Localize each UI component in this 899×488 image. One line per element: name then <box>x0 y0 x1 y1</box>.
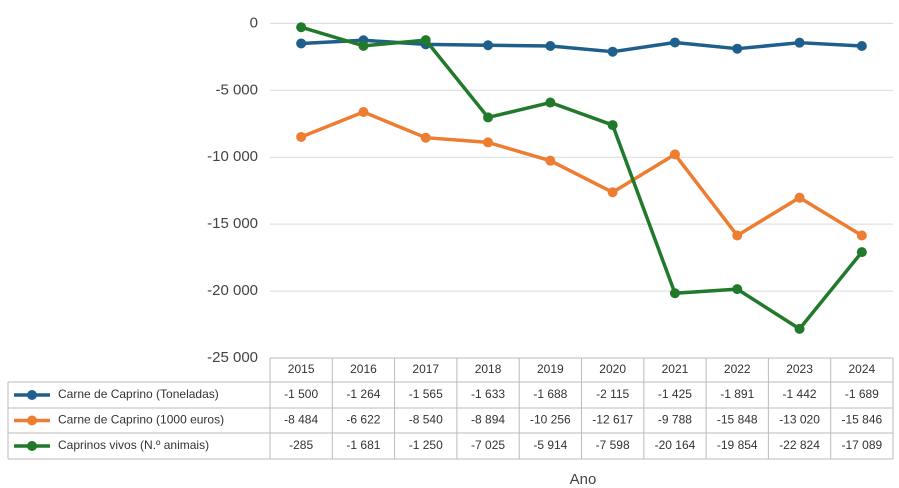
x-tick-label: 2018 <box>475 362 502 376</box>
series-line <box>300 110 863 238</box>
table-cell: -7 025 <box>471 438 505 452</box>
x-tick-label: 2015 <box>288 362 315 376</box>
y-tick-label: -25 000 <box>207 349 258 366</box>
point <box>669 37 680 48</box>
table-cell: -1 264 <box>346 387 380 401</box>
table-cell: -17 089 <box>841 438 882 452</box>
x-axis-title: Ano <box>570 471 597 488</box>
legend-marker <box>27 415 37 426</box>
table-cell: -1 565 <box>409 387 443 401</box>
table-cell: -13 020 <box>779 413 820 427</box>
x-tick-label: 2023 <box>786 362 813 376</box>
point <box>420 35 431 46</box>
point <box>607 120 618 131</box>
series-line <box>301 38 862 54</box>
point <box>545 40 556 51</box>
table-cell: -19 854 <box>717 438 758 452</box>
y-tick-label: 0 <box>250 14 258 31</box>
x-tick-label: 2019 <box>537 362 564 376</box>
point <box>296 131 307 142</box>
table-cell: -10 256 <box>530 413 571 427</box>
point <box>732 230 743 241</box>
x-tick-label: 2024 <box>848 362 875 376</box>
series-line <box>300 25 864 331</box>
table-cell: -15 846 <box>841 413 882 427</box>
table-cell: -1 633 <box>471 387 505 401</box>
point <box>794 37 805 48</box>
point <box>483 40 494 51</box>
table-cell: -20 164 <box>655 438 696 452</box>
table-cell: -1 500 <box>284 387 318 401</box>
table-cell: -6 622 <box>346 413 380 427</box>
table-cell: -8 894 <box>471 413 505 427</box>
table-cell: -9 788 <box>658 413 692 427</box>
point <box>856 40 867 51</box>
table-cell: -1 681 <box>346 438 380 452</box>
table-cell: -285 <box>289 438 313 452</box>
table-cell: -8 540 <box>409 413 443 427</box>
x-tick-label: 2016 <box>350 362 377 376</box>
table-cell: -1 891 <box>720 387 754 401</box>
point <box>607 187 618 198</box>
x-tick-label: 2017 <box>412 362 439 376</box>
table-cell: -1 689 <box>845 387 879 401</box>
point <box>794 192 805 203</box>
y-tick-label: -20 000 <box>207 282 258 299</box>
y-tick-label: -15 000 <box>207 215 258 232</box>
point <box>607 46 618 57</box>
x-tick-label: 2021 <box>662 362 689 376</box>
point <box>669 288 680 299</box>
table-cell: -7 598 <box>596 438 630 452</box>
point <box>483 137 494 148</box>
table-cell: -1 425 <box>658 387 692 401</box>
legend-label: Caprinos vivos (N.º animais) <box>58 438 209 452</box>
table-cell: -12 617 <box>592 413 633 427</box>
table-cell: -1 442 <box>783 387 817 401</box>
point <box>669 149 680 160</box>
legend-marker <box>27 390 37 400</box>
point <box>545 97 556 108</box>
table-cell: -22 824 <box>779 438 820 452</box>
point <box>545 155 556 166</box>
table-cell: -8 484 <box>284 413 318 427</box>
point <box>358 107 369 118</box>
point <box>732 284 743 295</box>
point <box>296 22 307 33</box>
table-cell: -1 688 <box>533 387 567 401</box>
table-cell: -5 914 <box>533 438 567 452</box>
point <box>856 247 867 258</box>
point <box>794 323 805 334</box>
y-tick-label: -5 000 <box>215 81 258 98</box>
point <box>732 43 743 54</box>
legend-label: Carne de Caprino (Toneladas) <box>58 387 219 401</box>
table-cell: -1 250 <box>409 438 443 452</box>
point <box>296 38 307 49</box>
point <box>420 132 431 143</box>
legend-marker <box>27 441 37 451</box>
y-tick-label: -10 000 <box>207 148 258 165</box>
table-cell: -2 115 <box>596 387 629 401</box>
legend-label: Carne de Caprino (1000 euros) <box>58 413 224 427</box>
x-tick-label: 2020 <box>599 362 626 376</box>
point <box>483 112 494 123</box>
point <box>358 40 369 51</box>
table-cell: -15 848 <box>717 413 758 427</box>
point <box>856 230 867 241</box>
x-tick-label: 2022 <box>724 362 751 376</box>
